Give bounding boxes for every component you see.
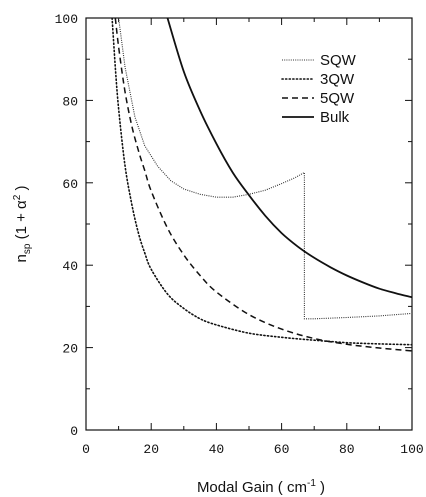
series-lines bbox=[111, 18, 412, 352]
x-axis-title: Modal Gain ( cm-1 ) bbox=[197, 478, 325, 496]
axis-ticks bbox=[85, 17, 413, 431]
series-line-5qw bbox=[114, 18, 412, 352]
x-tick-label: 40 bbox=[209, 442, 225, 457]
plot-frame bbox=[85, 17, 413, 431]
x-tick-label: 80 bbox=[339, 442, 355, 457]
y-tick-label: 100 bbox=[55, 12, 78, 27]
y-axis-title: nsp (1 + α2 ) bbox=[12, 186, 33, 263]
legend: SQW 3QW 5QW Bulk bbox=[281, 52, 357, 126]
series-line-bulk bbox=[166, 18, 412, 299]
x-tick-label: 100 bbox=[400, 442, 423, 457]
series-line-3qw bbox=[111, 18, 412, 346]
series-line-sqw bbox=[118, 18, 412, 320]
y-tick-label: 20 bbox=[62, 342, 78, 357]
x-tick-label: 20 bbox=[143, 442, 159, 457]
legend-label-5qw: 5QW bbox=[320, 90, 355, 107]
y-tick-label: 40 bbox=[62, 259, 78, 274]
x-tick-label: 0 bbox=[82, 442, 90, 457]
y-tick-label: 0 bbox=[70, 424, 78, 439]
y-tick-label: 80 bbox=[62, 94, 78, 109]
legend-label-sqw: SQW bbox=[320, 52, 357, 69]
legend-label-bulk: Bulk bbox=[320, 109, 350, 126]
y-tick-label: 60 bbox=[62, 177, 78, 192]
x-tick-label: 60 bbox=[274, 442, 290, 457]
tick-labels: 0 20 40 60 80 100 0 20 40 60 80 100 bbox=[55, 12, 424, 457]
legend-label-3qw: 3QW bbox=[320, 71, 355, 88]
